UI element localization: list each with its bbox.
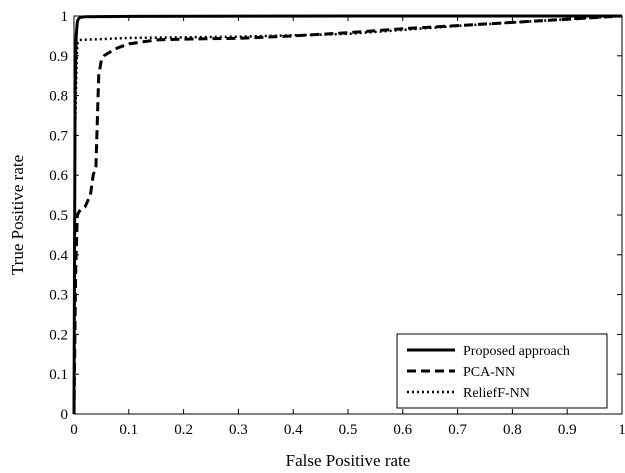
legend-label: ReliefF-NN	[463, 386, 530, 401]
series-line-pca-nn	[72, 14, 623, 415]
x-tick-label: 0.3	[229, 422, 248, 438]
y-tick-label: 0.1	[49, 367, 68, 383]
y-tick-label: 1	[61, 9, 69, 25]
series-line-relieff-nn	[72, 14, 623, 415]
y-tick-label: 0.4	[49, 248, 68, 264]
y-tick-label: 0.8	[49, 89, 68, 105]
y-tick-label: 0.9	[49, 49, 68, 65]
legend-box	[396, 333, 608, 409]
x-tick-label: 0.6	[393, 422, 412, 438]
x-tick-label: 0.9	[558, 422, 577, 438]
tick-layer: 0 0.1 0.2 0.3 0.4 0.5 0.6 0.7 0.8 0.9 1 0 0.1 0.2 0.3 0…	[49, 9, 625, 438]
y-tick-label: 0.3	[49, 288, 68, 304]
x-tick-label: 0.5	[339, 422, 358, 438]
x-axis-label: False Positive rate	[286, 451, 411, 470]
x-tick-label: 1	[618, 422, 625, 438]
y-tick-label: 0.2	[49, 327, 68, 343]
y-tick-label: 0.7	[49, 128, 68, 144]
y-tick-label: 0	[61, 407, 69, 423]
x-tick-label: 0.7	[448, 422, 467, 438]
legend-label: PCA-NN	[463, 365, 515, 380]
x-tick-label: 0.4	[284, 422, 303, 438]
legend: Proposed approach PCA-NN ReliefF-NN	[396, 333, 608, 409]
x-tick-label: 0.2	[174, 422, 193, 438]
y-tick-label: 0.6	[49, 168, 68, 184]
y-tick-label: 0.5	[49, 208, 68, 224]
x-tick-label: 0.8	[503, 422, 522, 438]
legend-label: Proposed approach	[463, 344, 570, 359]
x-tick-label: 0	[70, 422, 78, 438]
y-axis-label: True Positive rate	[8, 155, 27, 275]
x-tick-label: 0.1	[119, 422, 138, 438]
